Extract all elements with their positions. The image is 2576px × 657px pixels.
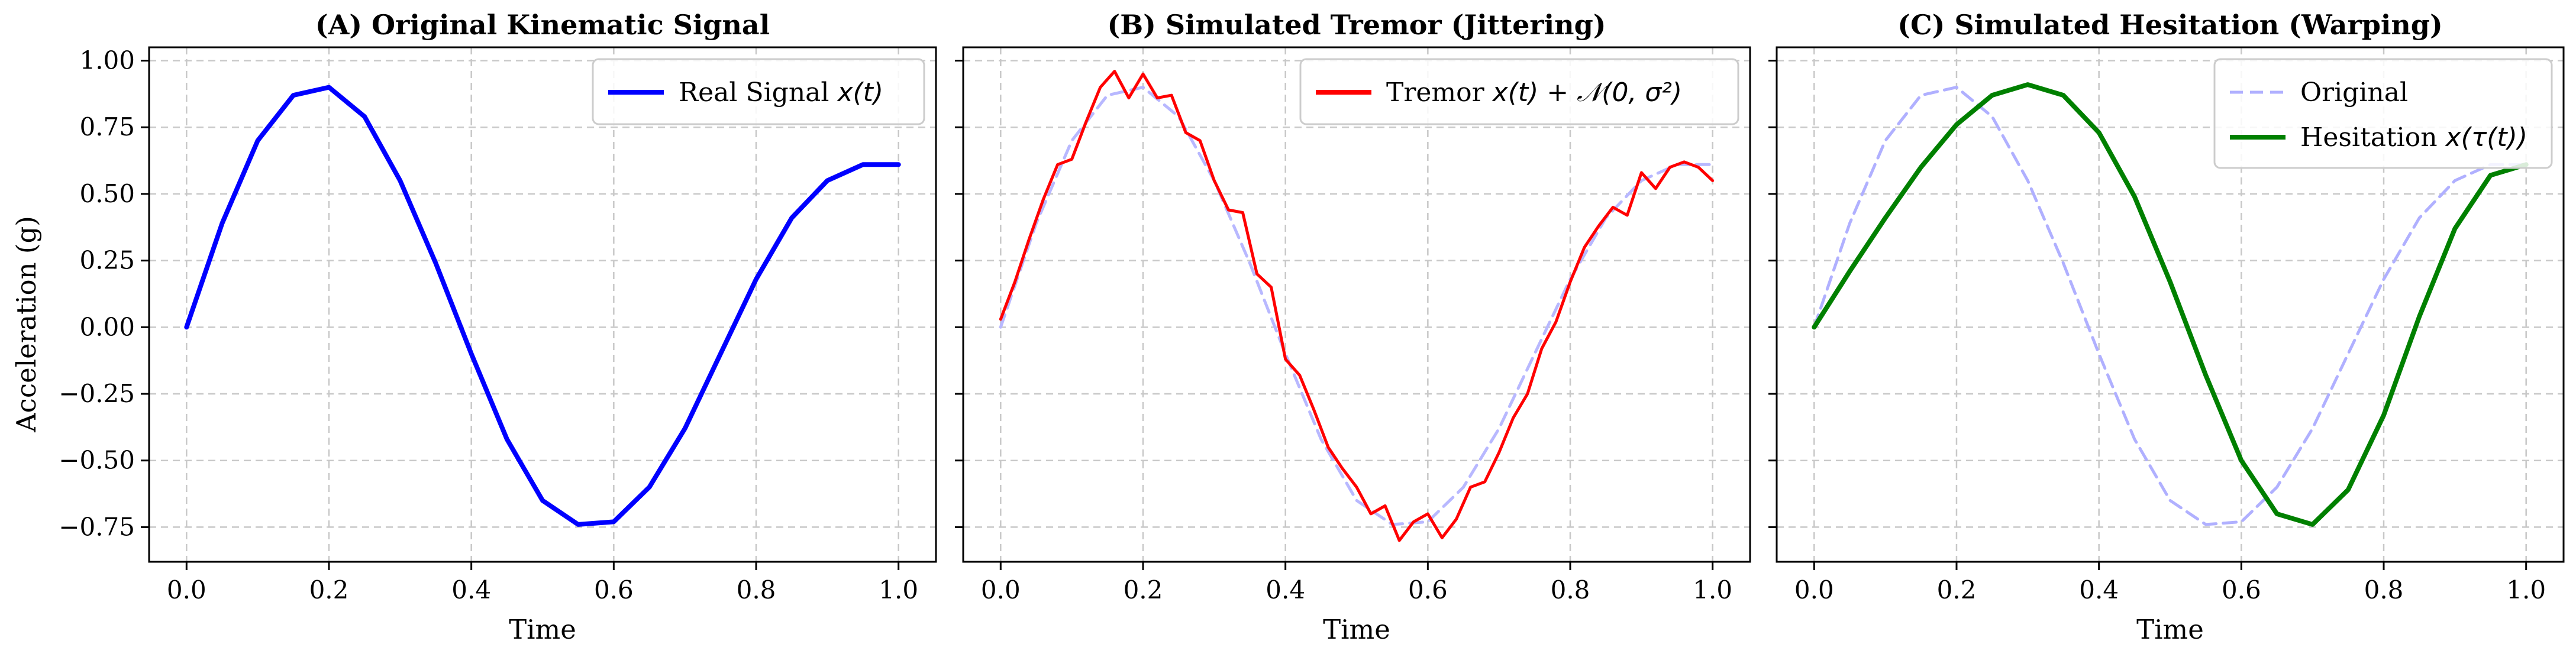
series-line-0 xyxy=(999,86,1715,526)
x-tick-label: 0.4 xyxy=(1266,575,1305,604)
series-line-0 xyxy=(1812,86,2528,526)
panel-title: (B) Simulated Tremor (Jittering) xyxy=(1107,9,1606,41)
plot-frame xyxy=(148,46,937,563)
x-tick-label: 0.0 xyxy=(1794,575,1834,604)
panel-title: (C) Simulated Hesitation (Warping) xyxy=(1897,9,2442,41)
legend-box xyxy=(2213,58,2553,169)
x-axis-label: Time xyxy=(509,614,576,645)
panel-b: 0.0 0.2 0.4 0.6 0.8 1.0 (B) Simulated Tremor (… xyxy=(955,9,1751,645)
x-tick-label: 0.0 xyxy=(167,575,206,604)
plot-frame xyxy=(1776,46,2565,563)
y-tick-label: 1.00 xyxy=(79,46,135,75)
x-tick-label: 0.0 xyxy=(981,575,1021,604)
x-tick-label: 0.2 xyxy=(1937,575,1977,604)
y-tick-label: −0.75 xyxy=(59,512,135,541)
legend-label: Tremor x(t) + 𝒩(0, σ²) xyxy=(1386,77,1682,108)
series-line-1 xyxy=(999,70,1715,542)
x-tick-label: 0.6 xyxy=(2222,575,2261,604)
y-tick-label: 0.00 xyxy=(79,312,135,341)
y-tick-label: 0.75 xyxy=(79,112,135,141)
x-tick-label: 1.0 xyxy=(879,575,918,604)
x-tick-label: 1.0 xyxy=(1693,575,1732,604)
series-line-0 xyxy=(184,85,901,527)
x-tick-label: 0.4 xyxy=(2079,575,2119,604)
series-line-1 xyxy=(1812,82,2529,527)
legend-box xyxy=(592,58,925,125)
legend-label: Original xyxy=(2300,77,2408,108)
legend-label: Hesitation x(τ(t)) xyxy=(2300,122,2527,153)
x-tick-label: 1.0 xyxy=(2506,575,2546,604)
x-tick-label: 0.8 xyxy=(737,575,776,604)
x-tick-label: 0.6 xyxy=(594,575,634,604)
x-tick-label: 0.8 xyxy=(1551,575,1590,604)
y-tick-label: 0.25 xyxy=(79,246,135,275)
x-tick-label: 0.2 xyxy=(309,575,349,604)
x-axis-label: Time xyxy=(1323,614,1390,645)
panel-c: 0.0 0.2 0.4 0.6 0.8 1.0 (C) Simulated Hesitati… xyxy=(1768,9,2565,645)
legend-label: Real Signal x(t) xyxy=(679,77,883,108)
legend-box xyxy=(1299,58,1739,125)
y-axis-label: Acceleration (g) xyxy=(11,216,42,433)
x-tick-label: 0.4 xyxy=(451,575,491,604)
y-tick-label: −0.25 xyxy=(59,379,135,408)
x-tick-label: 0.8 xyxy=(2364,575,2404,604)
x-tick-label: 0.2 xyxy=(1124,575,1163,604)
y-tick-label: 0.50 xyxy=(79,179,135,208)
panel-title: (A) Original Kinematic Signal xyxy=(315,9,770,41)
plot-frame xyxy=(962,46,1751,563)
panel-a: 0.0 0.2 0.4 0.6 0.8 1.0 1.00 0.75 0.50 0.25 0.00 −0… xyxy=(59,9,937,645)
x-tick-label: 0.6 xyxy=(1408,575,1448,604)
y-tick-label: −0.50 xyxy=(59,446,135,475)
x-axis-label: Time xyxy=(2136,614,2204,645)
